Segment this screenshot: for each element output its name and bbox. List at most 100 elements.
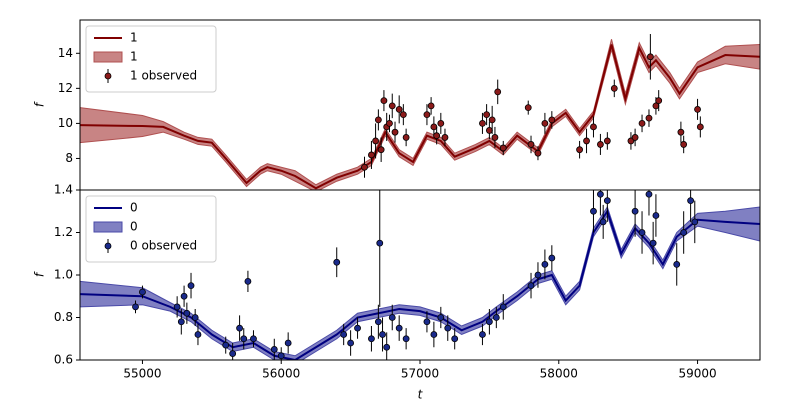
observed-point	[548, 116, 556, 124]
observed-point	[395, 105, 403, 113]
observed-point	[655, 97, 663, 105]
legend-label: 1 observed	[130, 69, 197, 83]
observed-point	[132, 303, 139, 311]
observed-point	[590, 207, 597, 215]
observed-point	[673, 260, 681, 268]
observed-point	[599, 218, 607, 226]
observed-point	[284, 339, 292, 347]
observed-point	[437, 314, 445, 321]
x-tick-label: 59000	[678, 367, 716, 381]
observed-point	[541, 120, 549, 127]
observed-point	[638, 229, 646, 236]
observed-point	[180, 292, 188, 300]
observed-point	[534, 149, 542, 157]
observed-point	[494, 88, 502, 96]
observed-point	[423, 111, 431, 119]
observed-point	[191, 314, 199, 321]
observed-point	[194, 331, 202, 338]
y-tick-label: 8	[65, 151, 73, 165]
observed-point	[499, 144, 507, 152]
legend-box	[85, 25, 217, 93]
observed-point	[250, 335, 257, 343]
y-tick-label: 1.4	[54, 183, 73, 197]
x-tick-label: 56000	[262, 367, 300, 381]
observed-point	[427, 102, 435, 110]
observed-point	[377, 146, 385, 154]
observed-point	[430, 123, 438, 131]
observed-point	[485, 127, 493, 134]
observed-point	[361, 163, 368, 171]
observed-point	[534, 271, 542, 279]
observed-point	[677, 128, 685, 136]
observed-point	[388, 102, 396, 110]
observed-point	[423, 318, 431, 326]
y-tick-label: 0.6	[54, 353, 73, 367]
x-tick-label: 55000	[123, 367, 161, 381]
observed-point	[391, 128, 399, 136]
observed-point	[548, 254, 556, 262]
observed-point	[485, 318, 493, 326]
observed-point	[597, 141, 604, 148]
observed-point	[333, 258, 341, 266]
x-axis-label: t	[418, 388, 424, 401]
observed-point	[603, 137, 611, 145]
observed-point	[187, 282, 195, 290]
observed-point	[340, 331, 348, 338]
observed-point	[244, 277, 252, 285]
legend-marker	[104, 72, 112, 80]
legend-label: 0 observed	[130, 239, 197, 253]
observed-point	[437, 120, 445, 127]
observed-point	[479, 120, 486, 127]
observed-point	[376, 239, 384, 247]
model-line	[80, 44, 760, 190]
observed-point	[277, 352, 285, 360]
legend-label: 1	[130, 50, 138, 64]
observed-point	[368, 335, 375, 343]
observed-point	[240, 335, 248, 343]
legend-box	[85, 195, 217, 263]
y-tick-label: 1.0	[54, 268, 73, 282]
observed-point	[270, 345, 278, 353]
observed-point	[374, 318, 382, 326]
observed-point	[499, 303, 507, 311]
y-tick-label: 1.2	[54, 225, 73, 239]
legend-swatch	[93, 221, 123, 233]
observed-point	[597, 190, 604, 198]
observed-point	[433, 132, 441, 140]
observed-point	[649, 239, 657, 247]
y-axis-label: f	[33, 271, 47, 277]
observed-point	[645, 190, 653, 198]
plot-area	[80, 34, 760, 190]
observed-point	[383, 343, 391, 351]
y-tick-label: 0.8	[54, 310, 73, 324]
observed-point	[646, 53, 654, 61]
observed-point	[451, 335, 459, 343]
observed-point	[479, 331, 486, 338]
legend-label: 1	[130, 31, 138, 45]
observed-point	[139, 288, 146, 296]
legend-swatch	[93, 51, 123, 63]
observed-point	[691, 218, 699, 226]
observed-point	[388, 314, 396, 321]
observed-point	[631, 207, 639, 215]
observed-point	[374, 116, 382, 124]
observed-point	[379, 331, 386, 338]
legend-label: 0	[130, 201, 138, 215]
x-tick-label: 58000	[540, 367, 578, 381]
observed-point	[395, 324, 403, 332]
observed-point	[583, 137, 590, 145]
observed-point	[177, 318, 185, 326]
y-tick-label: 14	[58, 46, 73, 60]
observed-point	[680, 141, 688, 148]
confidence-band	[80, 39, 760, 190]
observed-point	[645, 114, 653, 122]
observed-point	[488, 116, 496, 124]
observed-point	[652, 212, 660, 219]
legend-label: 0	[130, 220, 138, 234]
y-tick-label: 12	[58, 81, 73, 95]
observed-point	[402, 335, 410, 343]
observed-point	[368, 151, 375, 159]
observed-point	[696, 123, 704, 131]
observed-point	[183, 309, 191, 317]
